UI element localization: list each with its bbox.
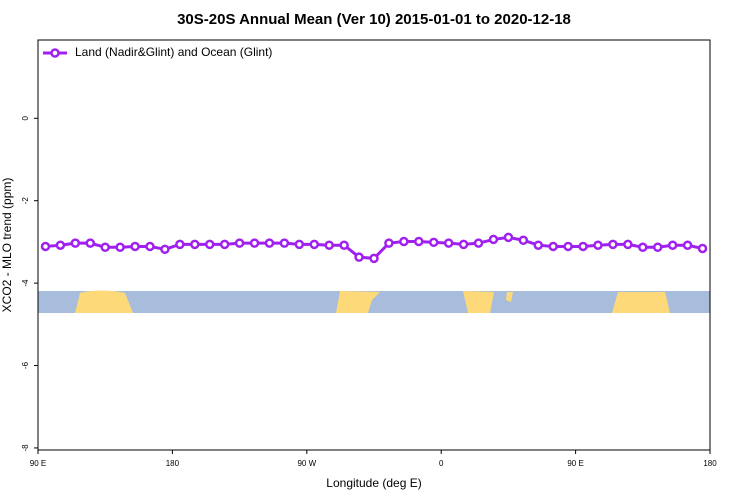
y-tick-label: -4: [21, 279, 30, 287]
map-strip: [38, 290, 710, 313]
legend-marker: [50, 48, 60, 58]
land: [463, 291, 494, 313]
y-tick-label: 0: [21, 116, 30, 121]
point: [443, 238, 454, 248]
point: [652, 242, 663, 253]
point: [384, 238, 394, 248]
chart-title: 30S-20S Annual Mean (Ver 10) 2015-01-01 …: [177, 11, 571, 28]
point: [578, 241, 588, 252]
land: [336, 291, 380, 313]
point: [100, 242, 110, 253]
point: [399, 236, 409, 247]
point: [488, 234, 499, 245]
x-tick-label: 180: [703, 459, 717, 468]
land: [75, 290, 133, 313]
y-tick-label: -8: [21, 444, 30, 452]
point: [354, 252, 364, 262]
x-tick-label: 0: [439, 459, 444, 468]
point: [219, 239, 230, 250]
point: [324, 240, 334, 250]
point: [70, 238, 81, 248]
land: [612, 292, 670, 313]
point: [697, 243, 708, 254]
point: [428, 237, 439, 248]
point: [55, 240, 66, 250]
point: [85, 238, 96, 248]
point: [369, 253, 379, 264]
point: [563, 241, 573, 252]
point: [339, 240, 349, 250]
point: [204, 239, 215, 250]
point: [458, 239, 469, 250]
point: [249, 238, 260, 248]
point: [682, 240, 693, 250]
point: [40, 241, 51, 252]
y-tick-label: -2: [21, 197, 30, 205]
point: [548, 241, 558, 252]
point: [638, 242, 648, 253]
point: [593, 240, 603, 250]
point: [503, 232, 514, 243]
x-tick-label: 90 E: [567, 459, 583, 468]
point: [115, 242, 125, 253]
point: [608, 239, 618, 250]
point: [309, 239, 320, 250]
plot-frame: [37, 39, 711, 451]
point: [414, 236, 424, 247]
point: [160, 244, 170, 255]
point: [473, 238, 484, 248]
land: [506, 292, 513, 302]
point: [667, 240, 678, 250]
legend-label: Land (Nadir&Glint) and Ocean (Glint): [75, 45, 272, 59]
x-tick-label: 90 W: [297, 459, 316, 468]
ocean-band: [38, 291, 710, 313]
point: [190, 239, 200, 250]
x-tick-label: 90 E: [30, 459, 46, 468]
point: [234, 238, 245, 248]
point: [294, 239, 305, 250]
x-tick-label: 180: [166, 459, 180, 468]
point: [145, 241, 155, 252]
y-tick-label: -6: [21, 361, 30, 369]
y-axis-label: XCO2 - MLO trend (ppm): [0, 178, 14, 313]
point: [130, 241, 140, 252]
x-axis-label: Longitude (deg E): [326, 476, 421, 490]
point: [264, 238, 275, 248]
point: [279, 238, 290, 248]
point: [533, 240, 544, 250]
point: [623, 239, 633, 250]
point: [518, 235, 529, 246]
point: [175, 239, 185, 250]
